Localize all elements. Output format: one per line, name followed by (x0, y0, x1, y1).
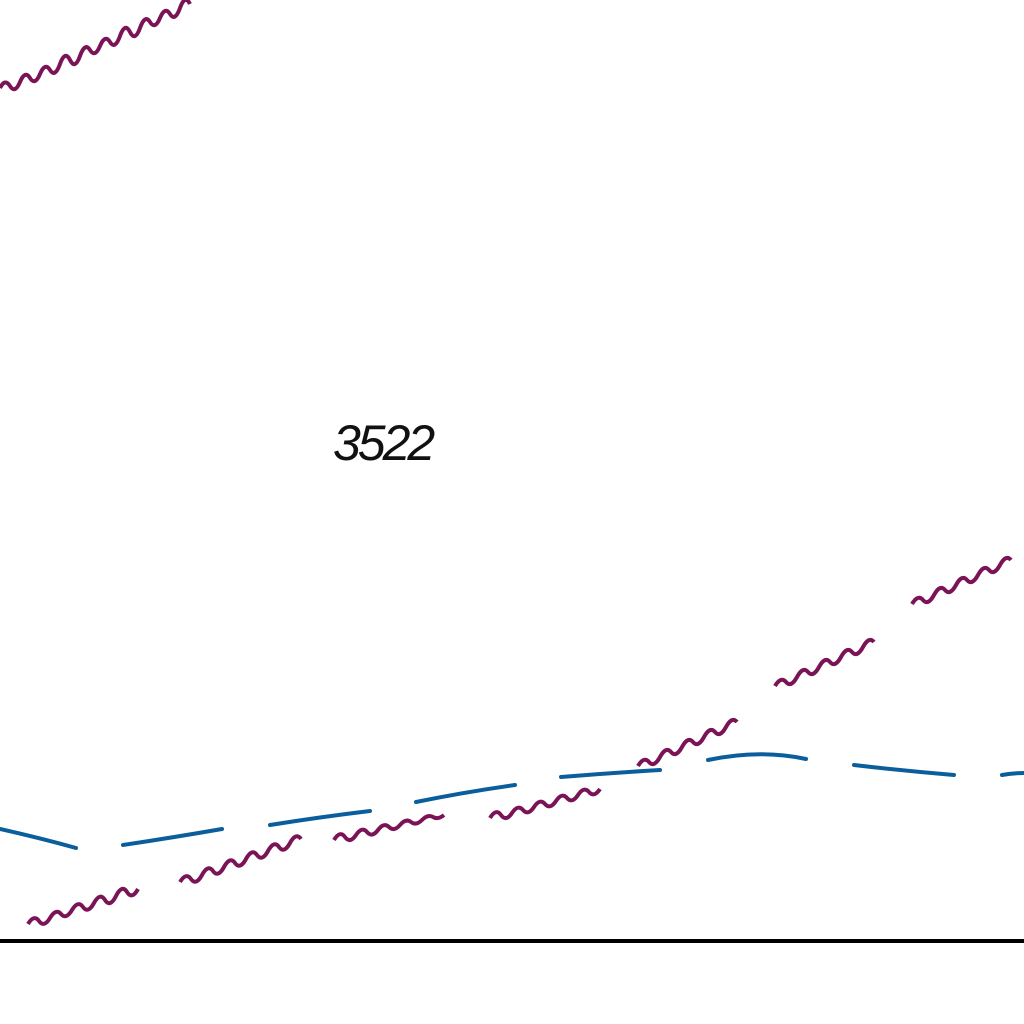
wavy-boundary-bottom (26, 555, 1013, 926)
dashed-line (0, 752, 1024, 850)
wavy-boundary-top (0, 0, 192, 92)
feature-label: 3522 (333, 415, 435, 471)
